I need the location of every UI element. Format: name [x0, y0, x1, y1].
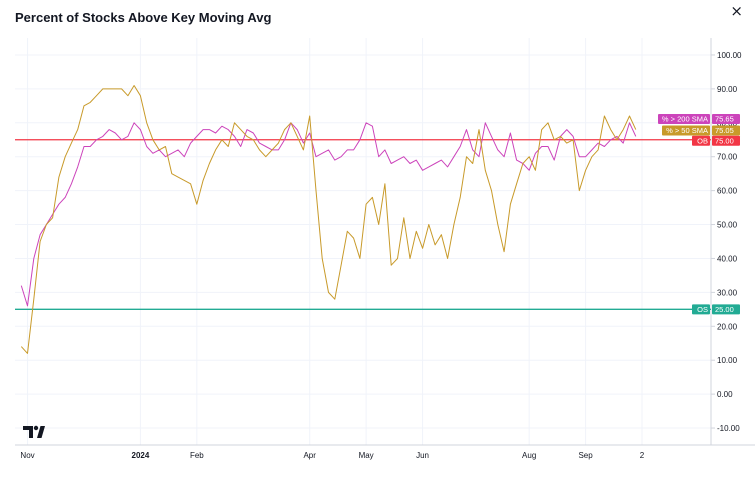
x-tick-label: 2 [640, 451, 645, 460]
tag-os-value-bg [712, 304, 740, 315]
tag-os: OS 25.00 [692, 304, 740, 315]
tag-sma200: % > 200 SMA 75.65 [658, 114, 740, 124]
y-tick-label: 40.00 [717, 254, 738, 263]
tag-ob-value-bg [712, 135, 740, 146]
tag-sma50-name-bg [662, 125, 710, 136]
y-tick-label: 30.00 [717, 288, 738, 297]
x-axis-labels: Nov 2024 Feb Apr May Jun Aug Sep 2 [20, 451, 644, 460]
x-tick-label: May [359, 451, 374, 460]
x-tick-label: Apr [303, 451, 316, 460]
tag-sma50-name: % > 50 SMA [666, 126, 708, 135]
y-tick-label: 20.00 [717, 322, 738, 331]
tag-os-name-bg [692, 304, 710, 315]
page-title: Percent of Stocks Above Key Moving Avg [15, 10, 272, 25]
x-tick-label: Feb [190, 451, 204, 460]
y-tick-label: 0.00 [717, 390, 733, 399]
tag-sma200-value-bg [712, 114, 740, 124]
tag-sma200-value: 75.65 [715, 115, 734, 124]
y-tick-label: 100.00 [717, 51, 742, 60]
x-tick-label: Jun [416, 451, 429, 460]
x-tick-label: Aug [522, 451, 536, 460]
axes [15, 38, 755, 446]
y-tick-label: 90.00 [717, 85, 738, 94]
tag-sma50: % > 50 SMA 75.05 [662, 125, 740, 136]
tag-os-value: 25.00 [715, 305, 734, 314]
y-tick-label: 60.00 [717, 187, 738, 196]
y-tick-label: -10.00 [717, 424, 740, 433]
x-tick-label: Sep [578, 451, 593, 460]
tag-sma50-value: 75.05 [715, 126, 734, 135]
close-icon[interactable]: × [730, 2, 743, 20]
y-tick-label: 70.00 [717, 153, 738, 162]
tag-sma50-value-bg [712, 125, 740, 136]
x-tick-label: 2024 [132, 451, 150, 460]
grid-lines [15, 38, 711, 445]
tag-os-name: OS [697, 305, 708, 314]
reference-lines [15, 139, 711, 310]
series-line-sma50 [20, 85, 637, 354]
y-tick-label: 50.00 [717, 221, 738, 230]
tag-ob-name: OB [697, 136, 708, 145]
tag-sma200-name: % > 200 SMA [662, 115, 708, 124]
x-tick-label: Nov [20, 451, 34, 460]
tag-ob-value: 75.00 [715, 136, 734, 145]
last-value-tags: % > 200 SMA 75.65 % > 50 SMA 75.05 OB 75.00 OS… [658, 114, 740, 315]
y-axis-labels: 100.0090.0080.0070.0060.0050.0040.0030.0… [717, 51, 742, 433]
series-line-sma200 [20, 122, 637, 307]
y-tick-label: 10.00 [717, 356, 738, 365]
tag-sma200-name-bg [658, 114, 710, 124]
tag-ob: OB 75.00 [692, 135, 740, 146]
tag-ob-name-bg [692, 135, 710, 146]
series-lines [20, 85, 637, 354]
tradingview-logo-icon [23, 425, 45, 438]
